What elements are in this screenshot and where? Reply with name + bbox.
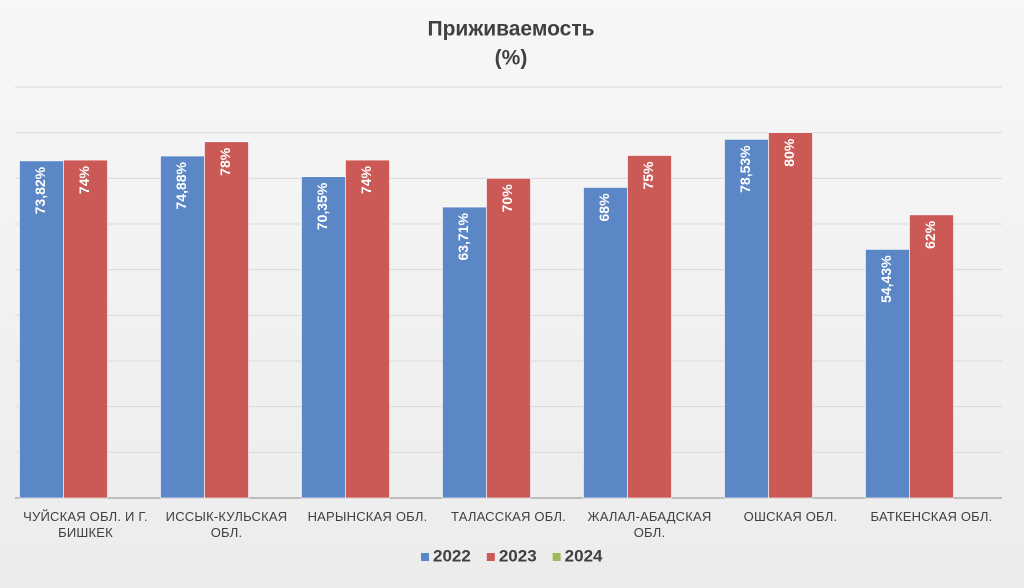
legend-label: 2023	[499, 546, 537, 565]
value-label: 73,82%	[32, 166, 48, 214]
value-label: 68%	[596, 193, 612, 222]
bar	[204, 141, 249, 499]
legend-label: 2022	[433, 546, 471, 565]
value-label: 63,71%	[455, 213, 471, 261]
x-tick-label: НАРЫНСКАЯ ОБЛ.	[307, 509, 428, 524]
value-label: 80%	[781, 138, 797, 167]
value-label: 54,43%	[878, 255, 894, 303]
chart-title: Приживаемость	[427, 18, 594, 41]
bar	[345, 159, 390, 499]
bar	[909, 214, 954, 499]
value-label: 78,53%	[737, 145, 753, 193]
legend-swatch	[552, 553, 561, 561]
bar	[63, 159, 108, 499]
value-label: 70,35%	[314, 182, 330, 230]
value-label: 70%	[499, 184, 515, 213]
value-label: 74%	[358, 166, 374, 195]
x-tick-label: ТАЛАССКАЯ ОБЛ.	[451, 509, 566, 524]
value-label: 74,88%	[173, 161, 189, 209]
bar	[583, 187, 628, 499]
x-tick-label: ЖАЛАЛ-АБАДСКАЯ ОБЛ.	[587, 509, 712, 540]
x-tick-label: БАТКЕНСКАЯ ОБЛ.	[870, 509, 993, 524]
bar	[627, 155, 672, 499]
value-label: 75%	[640, 161, 656, 190]
legend-swatch	[486, 553, 495, 561]
bar	[301, 176, 346, 499]
bar	[486, 178, 531, 499]
legend-swatch	[421, 553, 429, 561]
x-tick-label: ЧУЙСКАЯ ОБЛ. И Г. БИШКЕК	[23, 509, 148, 540]
x-tick-label: ОШСКАЯ ОБЛ.	[743, 509, 838, 524]
bar	[19, 160, 64, 499]
value-label: 74%	[76, 166, 92, 195]
bar	[768, 132, 813, 499]
x-tick-label: ИССЫК-КУЛЬСКАЯ ОБЛ.	[165, 509, 288, 540]
bar	[724, 139, 769, 499]
chart-subtitle: (%)	[495, 47, 528, 70]
legend-label: 2024	[565, 546, 603, 565]
value-label: 78%	[217, 147, 233, 176]
bar	[160, 155, 205, 499]
bar	[442, 206, 487, 499]
bar	[865, 249, 910, 499]
value-label: 62%	[922, 220, 938, 249]
